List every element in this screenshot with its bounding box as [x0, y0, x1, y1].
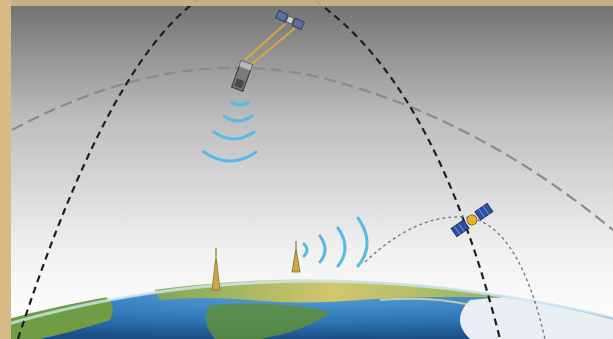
ground-antenna-mid [291, 241, 301, 273]
probe-spacecraft [230, 60, 254, 92]
signal-waves-ground [302, 216, 369, 268]
earth-land-mid [206, 303, 330, 339]
satellite-top [275, 9, 305, 31]
frame-top-strip [0, 0, 613, 6]
orbit-link-right [364, 216, 546, 339]
signal-waves-probe [202, 100, 258, 163]
orbit-low [11, 66, 613, 231]
earth-coast-highlight [379, 297, 471, 306]
earth-land-main [150, 279, 520, 303]
earth-horizon-glow [0, 279, 613, 329]
satellite-right [450, 202, 494, 238]
ground-antenna-left [211, 248, 221, 291]
frame-left-strip [0, 0, 11, 339]
orbit-high [16, 0, 502, 339]
probe-tether [244, 23, 296, 65]
